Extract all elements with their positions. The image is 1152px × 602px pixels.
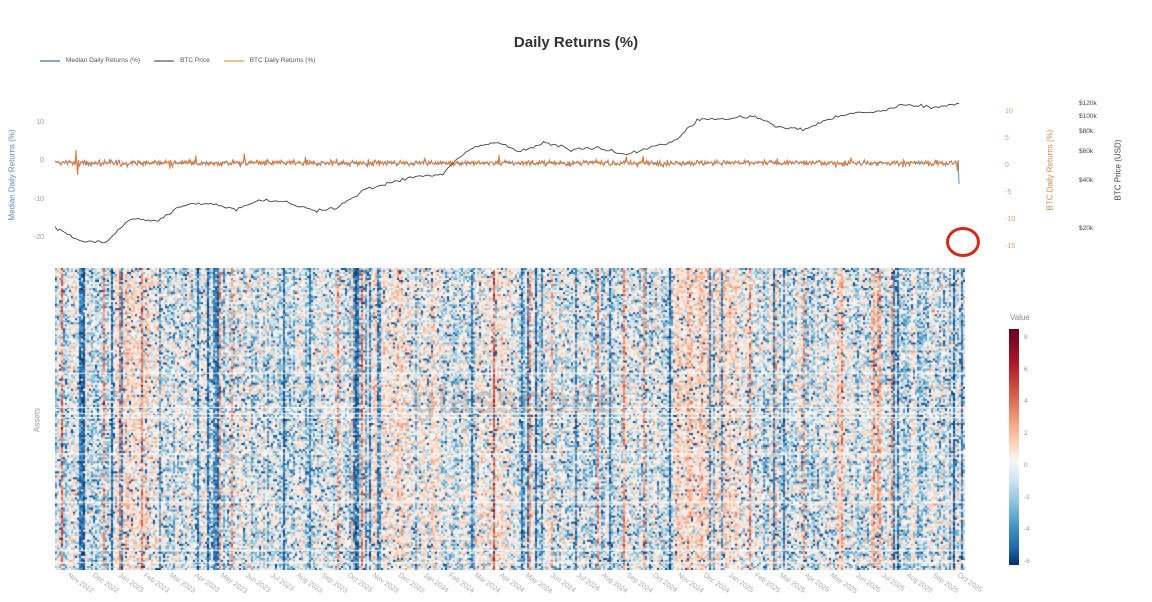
colorbar-tick: 8 — [1024, 334, 1028, 341]
x-tick: Feb 2024 — [447, 572, 476, 595]
x-tick: Apr 2025 — [803, 572, 831, 595]
x-tick: Apr 2023 — [193, 572, 221, 595]
x-tick: Nov 2023 — [371, 572, 400, 595]
x-tick: Jul 2024 — [574, 572, 601, 593]
y-tick: -10 — [33, 196, 44, 203]
x-tick: Feb 2025 — [752, 572, 781, 595]
x-tick: Dec 2024 — [701, 572, 731, 595]
heatmap-y-axis-label: Assets — [32, 407, 42, 433]
legend-item-btc-price[interactable]: BTC Price — [154, 57, 210, 64]
line-swatch-icon — [223, 59, 244, 62]
x-tick: Sep 2025 — [930, 572, 960, 595]
x-tick: Aug 2024 — [599, 572, 629, 595]
x-tick: Feb 2023 — [142, 572, 171, 595]
highlight-circle-annotation — [946, 227, 980, 257]
legend-label: BTC Daily Returns (%) — [249, 57, 316, 64]
x-tick: Aug 2023 — [294, 572, 324, 595]
x-tick: Jan 2023 — [116, 572, 145, 595]
x-tick: May 2023 — [218, 572, 248, 596]
price-tick: $100k — [1079, 113, 1097, 120]
price-tick: $80k — [1079, 128, 1094, 135]
x-tick: Nov 2022 — [65, 572, 95, 595]
x-tick: Oct 2023 — [345, 572, 373, 595]
y2-tick: -5 — [1005, 189, 1012, 196]
colorbar — [1009, 329, 1019, 565]
x-tick: Apr 2024 — [498, 572, 526, 595]
y-tick: 10 — [36, 119, 44, 126]
x-tick: Jun 2023 — [243, 572, 272, 595]
y-tick: -20 — [33, 234, 44, 241]
x-tick: Jul 2025 — [879, 572, 906, 593]
y3-axis-label-btc-price: BTC Price (USD) — [1113, 139, 1123, 201]
price-tick: $120k — [1079, 100, 1097, 107]
y2-tick: 0 — [1005, 162, 1009, 169]
colorbar-tick: 2 — [1024, 430, 1028, 437]
x-tick: Jul 2023 — [269, 572, 296, 593]
legend-item-btc-returns[interactable]: BTC Daily Returns (%) — [223, 57, 316, 64]
x-tick: May 2024 — [523, 572, 553, 596]
chart-title: Daily Returns (%) — [513, 34, 639, 51]
legend-item-median-returns[interactable]: Median Daily Returns (%) — [40, 57, 140, 64]
x-tick: Jan 2024 — [421, 572, 450, 595]
x-tick: Oct 2024 — [650, 572, 679, 595]
line-swatch-icon — [154, 59, 175, 62]
y-tick: 0 — [40, 157, 44, 164]
y2-tick: 5 — [1005, 135, 1009, 142]
btc-returns-line — [55, 149, 960, 176]
x-axis-ticks: Nov 2022 Dec 2022 Jan 2023 Feb 2023 Mar 2023… — [55, 572, 983, 602]
x-tick: Dec 2023 — [396, 572, 426, 595]
x-tick: Sep 2023 — [320, 572, 349, 595]
x-tick: Sep 2024 — [625, 572, 654, 595]
x-tick: Mar 2023 — [167, 572, 196, 595]
x-tick: May 2025 — [828, 572, 859, 596]
btc-price-line — [55, 103, 960, 244]
x-tick: Oct 2025 — [955, 572, 984, 595]
price-tick: $20k — [1079, 225, 1094, 232]
price-tick: $40k — [1079, 177, 1094, 184]
x-tick: Nov 2024 — [676, 572, 705, 595]
colorbar-title: Value — [1010, 313, 1030, 322]
x-tick: Aug 2025 — [905, 572, 934, 595]
y2-tick: -10 — [1005, 216, 1016, 223]
colorbar-tick: -6 — [1024, 558, 1030, 565]
y2-tick: 10 — [1005, 108, 1013, 115]
x-tick: Dec 2022 — [91, 572, 120, 595]
y-axis-label-median: Median Daily Returns (%) — [7, 129, 17, 221]
x-tick: Mar 2025 — [777, 572, 807, 595]
colorbar-tick: 6 — [1024, 366, 1028, 373]
y2-tick: -15 — [1005, 243, 1016, 250]
colorbar-tick: -2 — [1024, 494, 1030, 501]
x-tick: Jan 2025 — [727, 572, 755, 595]
line-swatch-icon — [40, 59, 60, 62]
line-chart[interactable] — [55, 95, 967, 255]
legend-label: Median Daily Returns (%) — [66, 57, 141, 64]
legend: Median Daily Returns (%) BTC Price BTC D… — [40, 57, 315, 64]
x-tick: Mar 2024 — [472, 572, 502, 595]
price-tick: $60k — [1079, 148, 1094, 155]
x-tick: Jun 2025 — [854, 572, 882, 595]
y2-axis-label-btc-returns: BTC Daily Returns (%) — [1045, 129, 1055, 211]
colorbar-tick: 4 — [1024, 398, 1028, 405]
median-returns-line — [55, 153, 960, 185]
colorbar-tick: -4 — [1024, 526, 1030, 533]
legend-label: BTC Price — [180, 57, 210, 64]
heatmap[interactable] — [55, 268, 965, 570]
x-tick: Jun 2024 — [549, 572, 577, 595]
colorbar-tick: 0 — [1024, 462, 1028, 469]
